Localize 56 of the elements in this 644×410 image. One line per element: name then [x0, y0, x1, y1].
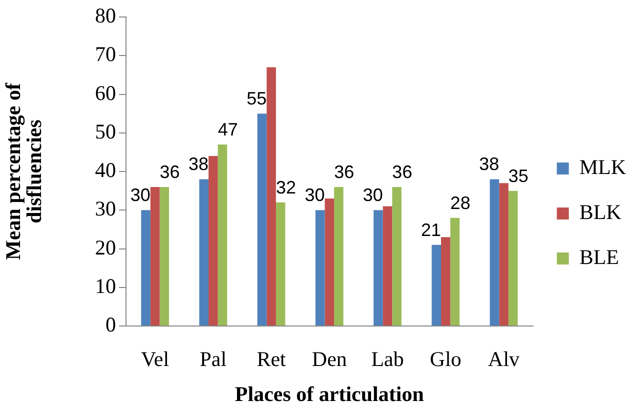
bar — [490, 179, 500, 326]
bar — [199, 179, 209, 326]
bar — [450, 218, 460, 326]
bar — [276, 202, 286, 326]
y-tick-label: 80 — [95, 4, 116, 28]
data-label: 28 — [450, 192, 470, 213]
y-tick-label: 0 — [106, 312, 116, 337]
y-tick-label: 40 — [95, 158, 116, 182]
data-label: 38 — [188, 154, 209, 174]
bar — [382, 206, 392, 326]
x-tick-label: Ret — [256, 347, 286, 372]
data-label: 47 — [218, 119, 238, 140]
data-label: 21 — [420, 220, 442, 240]
data-label: 35 — [508, 166, 528, 186]
bar — [315, 210, 325, 326]
data-label: 55 — [246, 88, 267, 109]
y-tick-label: 20 — [95, 235, 116, 260]
x-tick-label: Glo — [430, 347, 462, 372]
bar — [499, 183, 508, 326]
bar — [441, 237, 450, 326]
data-label: 38 — [479, 154, 500, 174]
bar — [218, 144, 228, 326]
bar — [324, 198, 334, 326]
x-tick-label: Den — [312, 347, 348, 372]
bar — [150, 186, 160, 326]
y-tick-label: 10 — [95, 274, 116, 298]
data-label: 30 — [130, 185, 150, 206]
y-tick-label: 50 — [95, 119, 116, 144]
bar — [508, 190, 518, 326]
x-axis-title: Places of articulation — [234, 382, 424, 406]
x-tick-label: Lab — [371, 347, 404, 372]
bar — [374, 210, 383, 326]
data-label: 36 — [392, 162, 412, 182]
data-label: 32 — [276, 177, 296, 198]
bar — [208, 156, 218, 326]
data-label: 36 — [160, 162, 180, 182]
data-label: 30 — [362, 185, 383, 206]
bar — [392, 186, 402, 326]
legend-label: BLK — [579, 200, 622, 224]
bar — [432, 244, 442, 326]
x-tick-label: Pal — [200, 347, 227, 372]
y-tick-label: 30 — [95, 196, 116, 221]
x-tick-label: Alv — [488, 347, 520, 372]
bar — [257, 114, 267, 326]
data-label: 30 — [304, 185, 325, 206]
bar — [160, 186, 170, 326]
legend-label: MLK — [579, 155, 626, 180]
x-tick-label: Vel — [141, 347, 170, 372]
bar — [141, 210, 150, 326]
y-tick-label: 70 — [95, 42, 116, 66]
y-tick-label: 60 — [95, 80, 116, 105]
bar — [266, 67, 276, 326]
y-axis-title: Mean percentage of disfluencies — [0, 82, 46, 260]
bar — [334, 186, 344, 326]
legend-label: BLE — [579, 245, 620, 270]
data-label: 36 — [334, 162, 354, 182]
